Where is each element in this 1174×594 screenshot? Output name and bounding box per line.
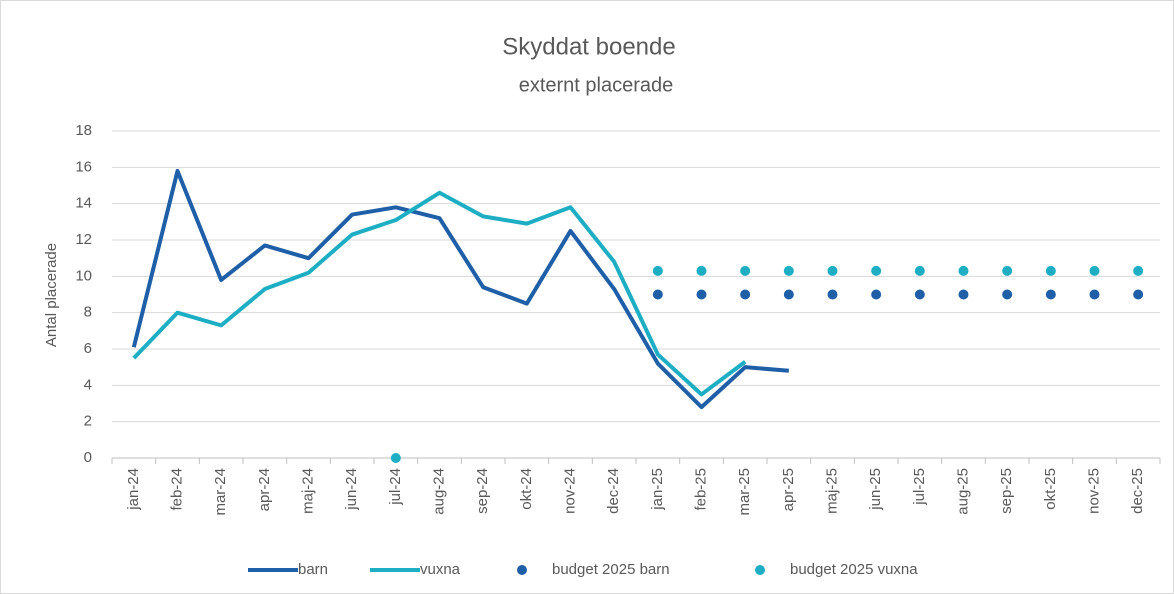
budget-dot bbox=[871, 289, 882, 300]
budget-dot bbox=[783, 265, 794, 276]
budget-dot bbox=[652, 289, 663, 300]
x-tick-label: sep-25 bbox=[998, 468, 1015, 514]
budget-dot bbox=[652, 265, 663, 276]
chart-subtitle: externt placerade bbox=[519, 74, 674, 96]
y-tick-label: 6 bbox=[84, 340, 92, 357]
x-tick-label: jan-24 bbox=[125, 468, 142, 511]
budget-dot bbox=[958, 265, 969, 276]
legend-label: barn bbox=[298, 561, 328, 578]
legend-dot bbox=[755, 565, 765, 575]
budget-dot bbox=[1133, 289, 1144, 300]
budget-dot bbox=[696, 289, 707, 300]
budget-dot bbox=[1089, 265, 1100, 276]
budget-dot bbox=[1133, 265, 1144, 276]
x-tick-label: apr-25 bbox=[780, 468, 797, 511]
budget-dot bbox=[740, 289, 751, 300]
x-tick-label: nov-24 bbox=[561, 468, 578, 514]
budget-dot bbox=[827, 265, 838, 276]
legend-label: budget 2025 vuxna bbox=[790, 561, 918, 578]
y-tick-label: 10 bbox=[75, 267, 92, 284]
x-tick-label: nov-25 bbox=[1085, 468, 1102, 514]
budget-dot bbox=[914, 289, 925, 300]
y-axis-label: Antal placerade bbox=[43, 243, 60, 347]
x-tick-label: aug-25 bbox=[954, 468, 971, 515]
budget-dot bbox=[1045, 265, 1056, 276]
x-tick-label: feb-25 bbox=[692, 468, 709, 511]
x-tick-label: maj-24 bbox=[299, 468, 316, 514]
x-tick-label: jun-24 bbox=[343, 468, 360, 511]
budget-dot bbox=[1002, 289, 1013, 300]
x-tick-label: feb-24 bbox=[168, 468, 185, 511]
budget-dot bbox=[740, 265, 751, 276]
budget-dot bbox=[827, 289, 838, 300]
budget-dot bbox=[1002, 265, 1013, 276]
budget-dot bbox=[783, 289, 794, 300]
y-tick-label: 2 bbox=[84, 413, 92, 430]
x-tick-label: okt-24 bbox=[518, 468, 535, 510]
x-tick-label: jul-25 bbox=[911, 468, 928, 506]
budget-dot bbox=[871, 265, 882, 276]
budget-dot bbox=[390, 453, 401, 463]
series-line bbox=[132, 190, 747, 397]
legend-dot bbox=[517, 565, 527, 575]
budget-dot bbox=[696, 265, 707, 276]
x-tick-label: maj-25 bbox=[823, 468, 840, 514]
y-tick-label: 12 bbox=[75, 231, 92, 248]
budget-dot bbox=[1089, 289, 1100, 300]
x-tick-label: dec-24 bbox=[605, 468, 622, 514]
x-tick-label: jan-25 bbox=[649, 468, 666, 511]
x-tick-label: jun-25 bbox=[867, 468, 884, 511]
x-tick-label: okt-25 bbox=[1042, 468, 1059, 510]
x-tick-label: mar-24 bbox=[212, 468, 229, 516]
legend-label: vuxna bbox=[420, 561, 461, 578]
y-tick-label: 0 bbox=[84, 449, 92, 466]
y-tick-label: 14 bbox=[75, 195, 92, 212]
x-tick-label: dec-25 bbox=[1129, 468, 1146, 514]
x-tick-label: mar-25 bbox=[736, 468, 753, 516]
y-tick-label: 18 bbox=[75, 122, 92, 139]
y-tick-label: 16 bbox=[75, 158, 92, 175]
legend-label: budget 2025 barn bbox=[552, 561, 670, 578]
x-tick-label: aug-24 bbox=[430, 468, 447, 515]
x-tick-label: jul-24 bbox=[387, 468, 404, 506]
y-tick-label: 8 bbox=[84, 304, 92, 321]
x-tick-label: sep-24 bbox=[474, 468, 491, 514]
budget-dot bbox=[914, 265, 925, 276]
y-tick-label: 4 bbox=[84, 376, 92, 393]
budget-dot bbox=[958, 289, 969, 300]
chart-title: Skyddat boende bbox=[502, 33, 675, 60]
budget-dot bbox=[1045, 289, 1056, 300]
series-line bbox=[131, 168, 789, 410]
x-tick-label: apr-24 bbox=[256, 468, 273, 511]
